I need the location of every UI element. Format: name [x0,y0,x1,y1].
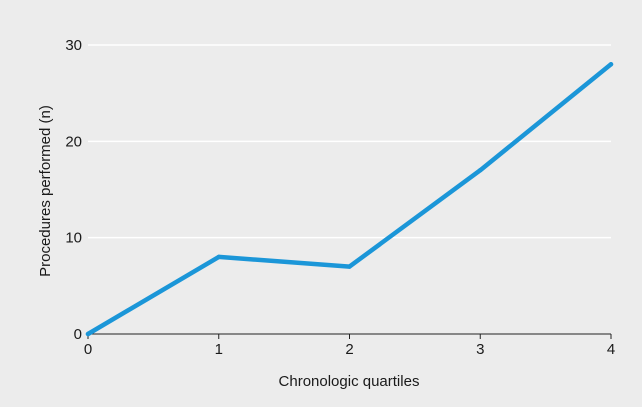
series-layer [85,62,614,337]
y-axis-title: Procedures performed (n) [37,105,54,277]
y-tick-label-10: 10 [65,230,82,247]
axis-layer [87,333,612,339]
x-tick-label-1: 1 [215,341,223,358]
data-point-0-0 [85,331,91,337]
x-tick-label-4: 4 [607,341,615,358]
x-tick-label-3: 3 [476,341,484,358]
x-tick-label-2: 2 [345,341,353,358]
data-point-0-2 [347,264,352,269]
data-point-0-1 [216,254,221,260]
x-axis-title: Chronologic quartiles [279,373,420,390]
data-point-0-4 [608,62,614,67]
series-line-0 [85,62,614,337]
y-tick-label-30: 30 [65,37,82,54]
label-layer: 0 10 20 30 0 1 2 3 4 [65,37,615,358]
grid-layer [88,44,611,239]
x-tick-label-0: 0 [84,341,92,358]
data-point-0-3 [478,168,483,173]
y-tick-label-0: 0 [74,326,82,343]
y-tick-label-20: 20 [65,133,82,150]
